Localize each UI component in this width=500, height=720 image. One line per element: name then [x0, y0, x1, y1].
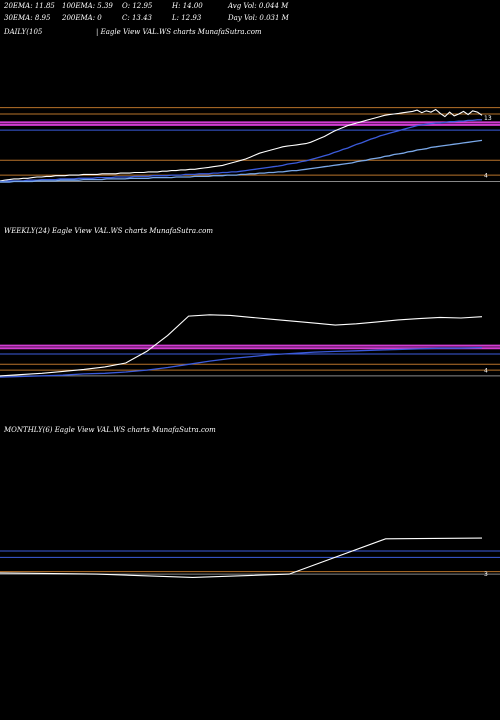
stat-close: C: 13.43 [122, 14, 152, 22]
stat-20ema: 20EMA: 11.85 [4, 2, 55, 10]
monthly-tick-label: 3 [484, 571, 488, 578]
weekly-price-line [0, 314, 483, 377]
daily-ema-line [0, 119, 482, 183]
stat-100ema: 100EMA: 5.39 [62, 2, 113, 10]
stat-low: L: 12.93 [172, 14, 202, 22]
stat-open: O: 12.95 [122, 2, 153, 10]
daily-price-line [0, 108, 483, 182]
weekly-ema-line [0, 346, 483, 378]
stat-day-vol: Day Vol: 0.031 M [228, 14, 289, 22]
daily-tick-label: 4 [484, 173, 488, 180]
stat-avg-vol: Avg Vol: 0.044 M [228, 2, 289, 10]
stat-30ema: 30EMA: 8.95 [4, 14, 51, 22]
daily-panel-subtitle: | Eagle View VAL.WS charts MunafaSutra.c… [96, 28, 262, 36]
daily-ema-line [0, 139, 483, 183]
monthly-price-line [0, 537, 483, 578]
daily-tick-label: 13 [484, 115, 492, 122]
daily-panel-title: DAILY(105 [4, 28, 43, 36]
weekly-tick-label: 4 [484, 368, 488, 375]
weekly-panel-title: WEEKLY(24) Eagle View VAL.WS charts Muna… [4, 227, 214, 235]
stat-200ema: 200EMA: 0 [62, 14, 102, 22]
stat-high: H: 14.00 [172, 2, 203, 10]
monthly-panel-title: MONTHLY(6) Eagle View VAL.WS charts Muna… [4, 426, 216, 434]
